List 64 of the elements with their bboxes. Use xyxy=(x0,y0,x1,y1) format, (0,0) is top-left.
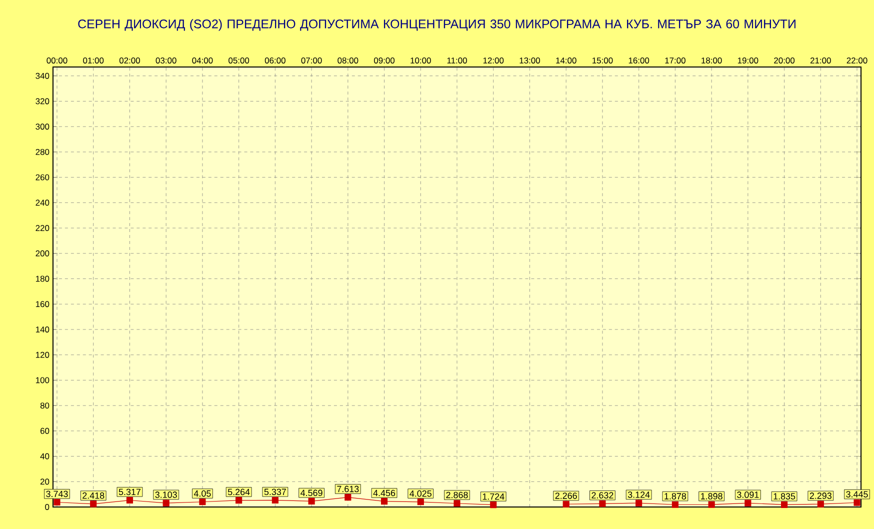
data-label: 2.266 xyxy=(555,492,577,499)
y-tick-label: 320 xyxy=(36,98,50,104)
y-tick-label: 0 xyxy=(45,504,50,510)
y-tick-label: 160 xyxy=(36,301,50,308)
y-tick-label: 20 xyxy=(40,478,50,485)
x-tick-label: 05:00 xyxy=(228,57,250,64)
x-tick-label: 02:00 xyxy=(119,57,140,64)
data-label: 2.418 xyxy=(82,492,104,499)
x-tick-label: 12:00 xyxy=(483,57,504,64)
data-label: 4.025 xyxy=(410,490,432,497)
data-label: 3.743 xyxy=(46,490,68,498)
data-label: 4.05 xyxy=(194,490,211,497)
y-tick-label: 140 xyxy=(36,326,50,332)
data-label: 2.293 xyxy=(810,492,832,499)
y-tick-label: 220 xyxy=(36,225,50,232)
x-tick-label: 00:00 xyxy=(46,57,68,64)
data-label: 3.103 xyxy=(155,492,177,498)
x-tick-label: 09:00 xyxy=(374,57,395,64)
data-label: 4.569 xyxy=(300,490,322,496)
x-tick-label: 03:00 xyxy=(156,57,176,64)
x-tick-label: 08:00 xyxy=(338,57,358,64)
x-tick-label: 21:00 xyxy=(810,57,831,64)
chart-title: СЕРЕН ДИОКСИД (SO2) ПРЕДЕЛНО ДОПУСТИМА КОНЦЕНТРАЦИЯ 350 МИКРОГРАМА НА КУБ. МЕТЪР ЗА 60 МИНУТИ xyxy=(78,19,796,31)
data-label: 5.264 xyxy=(228,488,250,496)
y-tick-label: 60 xyxy=(40,428,50,434)
y-tick-label: 340 xyxy=(36,72,50,79)
data-label: 2.868 xyxy=(446,492,468,498)
y-tick-label: 80 xyxy=(40,402,50,409)
data-label: 5.337 xyxy=(264,488,286,496)
y-tick-label: 200 xyxy=(36,250,50,256)
y-tick-label: 40 xyxy=(40,453,50,460)
x-tick-label: 20:00 xyxy=(774,57,795,64)
y-tick-label: 120 xyxy=(36,352,50,358)
y-tick-label: 240 xyxy=(36,200,50,206)
data-label: 1.835 xyxy=(774,493,796,500)
x-tick-label: 22:00 xyxy=(846,57,868,64)
x-tick-label: 13:00 xyxy=(520,57,540,64)
x-tick-label: 15:00 xyxy=(592,57,613,64)
x-tick-label: 19:00 xyxy=(738,57,758,64)
x-tick-label: 18:00 xyxy=(702,57,722,64)
data-label: 1.724 xyxy=(482,493,504,500)
y-tick-label: 280 xyxy=(36,148,50,155)
data-label: 3.124 xyxy=(628,492,650,498)
data-label: 3.091 xyxy=(737,492,759,498)
x-tick-label: 17:00 xyxy=(665,57,686,64)
x-tick-label: 10:00 xyxy=(410,57,431,64)
x-tick-label: 14:00 xyxy=(556,57,576,64)
x-tick-label: 11:00 xyxy=(447,57,467,64)
x-tick-label: 01:00 xyxy=(83,57,104,64)
data-label: 2.632 xyxy=(592,492,614,498)
y-tick-label: 100 xyxy=(36,377,50,384)
data-label: 5.317 xyxy=(118,488,140,496)
data-label: 7.613 xyxy=(337,486,359,492)
data-label: 3.445 xyxy=(846,491,868,498)
x-tick-label: 16:00 xyxy=(628,57,650,64)
data-label: 4.456 xyxy=(373,490,396,496)
x-tick-label: 07:00 xyxy=(301,57,322,64)
data-label: 1.878 xyxy=(664,493,686,500)
x-tick-label: 06:00 xyxy=(264,57,286,64)
y-tick-label: 300 xyxy=(36,124,50,130)
y-tick-label: 180 xyxy=(36,276,50,282)
y-tick-label: 260 xyxy=(36,174,50,180)
data-label: 1.898 xyxy=(701,493,722,500)
x-tick-label: 04:00 xyxy=(192,57,213,64)
